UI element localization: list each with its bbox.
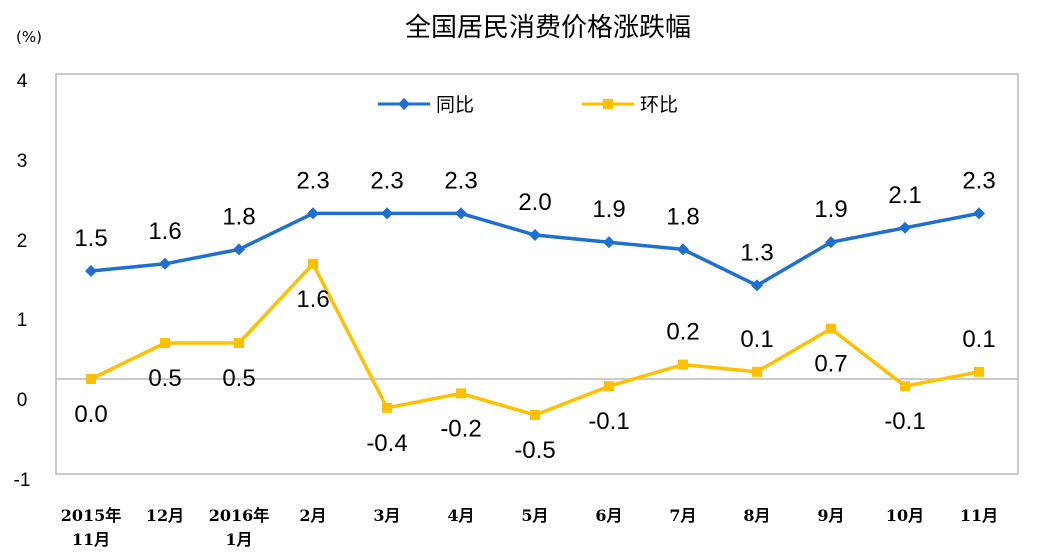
data-label: 0.5 <box>222 365 255 392</box>
data-point-square <box>974 366 984 377</box>
data-point-diamond <box>603 236 615 249</box>
y-tick-label: 4 <box>17 71 28 92</box>
data-label: -0.5 <box>514 437 555 464</box>
data-label: 1.8 <box>666 203 699 230</box>
legend-marker-square <box>603 99 613 109</box>
data-label: 1.8 <box>222 203 255 230</box>
x-tick-label: 3月 <box>373 506 400 525</box>
data-label: -0.2 <box>440 415 481 442</box>
legend-label: 同比 <box>436 94 474 116</box>
data-label: 1.6 <box>296 286 329 313</box>
series-line <box>90 262 980 417</box>
legend: 同比 环比 <box>378 94 678 116</box>
data-point-diamond <box>677 243 689 256</box>
data-point-square <box>752 366 762 377</box>
x-tick-label: 11月 <box>72 530 110 549</box>
legend-label: 环比 <box>640 94 678 116</box>
y-axis-unit-label: (%) <box>16 28 42 46</box>
data-point-square <box>900 381 910 392</box>
plot-area <box>55 73 1019 475</box>
data-label: -0.1 <box>884 408 925 435</box>
data-point-diamond <box>825 236 837 249</box>
data-point-diamond <box>307 207 319 220</box>
x-tick-label: 9月 <box>817 506 844 525</box>
data-point-diamond <box>973 207 985 220</box>
data-label: 1.9 <box>814 196 847 223</box>
data-label: 1.9 <box>592 196 625 223</box>
data-point-diamond <box>85 265 97 277</box>
y-tick-label: -1 <box>14 470 31 491</box>
x-axis-ticks: 2015年 11月 12月 2016年 1月 2月 3月 4月 5月 6月 7月 8月 9月 10月 11月 <box>61 506 998 549</box>
x-tick-label: 12月 <box>146 506 184 525</box>
data-label: 2.1 <box>888 182 921 209</box>
data-point-square <box>234 338 244 348</box>
x-tick-label: 2015年 <box>61 506 122 525</box>
data-point-square <box>530 410 540 420</box>
data-label: 0.7 <box>814 351 847 378</box>
data-label: 0.5 <box>148 365 181 392</box>
data-label: 2.3 <box>962 167 995 194</box>
data-point-square <box>86 374 96 384</box>
x-tick-label: 4月 <box>447 506 474 525</box>
chart-title: 全国居民消费价格涨跌幅 <box>405 13 691 43</box>
data-label: -0.1 <box>588 408 629 435</box>
data-label: 1.6 <box>148 218 181 245</box>
data-label: 2.0 <box>518 189 551 216</box>
series-layer: 1.5 1.6 1.8 2.3 2.3 2.3 2.0 1.9 1.8 1.3 1.9 2.1 2.3 0… <box>74 167 995 464</box>
x-tick-label: 7月 <box>669 506 696 525</box>
data-label: 0.1 <box>740 326 773 353</box>
legend-marker-diamond <box>398 98 410 110</box>
x-tick-label: 8月 <box>743 506 770 525</box>
data-label: 1.3 <box>740 239 773 266</box>
data-point-diamond <box>455 207 467 220</box>
data-label: 0.0 <box>74 401 107 428</box>
data-label: 0.2 <box>666 319 699 346</box>
data-point-square <box>382 402 392 413</box>
data-point-square <box>826 323 836 334</box>
data-point-square <box>678 359 688 370</box>
data-point-diamond <box>751 279 763 292</box>
data-point-square <box>456 388 466 399</box>
data-point-diamond <box>233 243 245 256</box>
data-label: -0.4 <box>366 430 407 457</box>
data-point-diamond <box>159 257 171 270</box>
x-tick-label: 11月 <box>960 506 998 525</box>
y-tick-label: 2 <box>17 231 28 252</box>
data-label: 0.1 <box>962 326 995 353</box>
y-tick-label: 3 <box>17 151 28 172</box>
data-point-square <box>308 258 318 269</box>
y-tick-label: 0 <box>17 390 28 411</box>
data-label: 2.3 <box>296 167 329 194</box>
x-tick-label: 2月 <box>299 506 326 525</box>
data-label: 2.3 <box>444 167 477 194</box>
data-label: 2.3 <box>370 167 403 194</box>
y-axis-ticks: 4 3 2 1 0 -1 <box>14 71 31 491</box>
x-tick-label: 1月 <box>225 530 252 549</box>
data-point-square <box>604 381 614 392</box>
data-label: 1.5 <box>74 225 107 252</box>
x-tick-label: 2016年 <box>209 506 270 525</box>
data-point-diamond <box>899 221 911 234</box>
data-point-diamond <box>381 207 393 220</box>
y-tick-label: 1 <box>17 310 28 331</box>
x-tick-label: 5月 <box>521 506 548 525</box>
x-tick-label: 6月 <box>595 506 622 525</box>
x-tick-label: 10月 <box>886 506 924 525</box>
data-point-diamond <box>529 229 541 241</box>
data-point-square <box>160 338 170 348</box>
